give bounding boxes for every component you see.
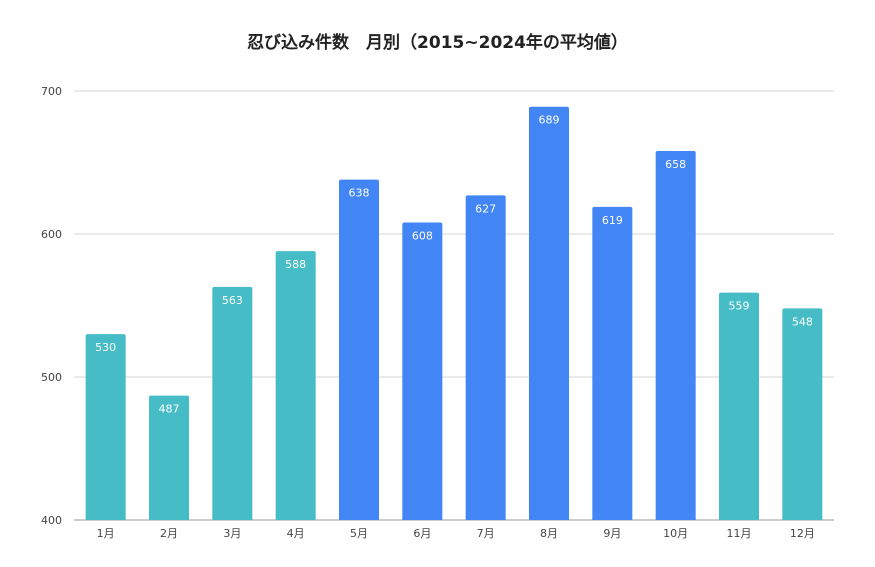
- bar: [529, 106, 569, 520]
- data-label: 487: [159, 403, 180, 416]
- data-label: 563: [222, 294, 243, 307]
- bar: [719, 292, 759, 520]
- bar: [782, 308, 823, 520]
- x-tick-label: 9月: [603, 527, 621, 540]
- bar: [275, 251, 316, 520]
- data-label: 548: [792, 315, 813, 328]
- y-tick-label: 500: [41, 371, 62, 384]
- bar: [465, 195, 506, 520]
- data-label: 689: [539, 114, 560, 127]
- x-tick-label: 8月: [540, 527, 558, 540]
- bar: [402, 222, 443, 520]
- data-label: 559: [729, 300, 750, 313]
- bar: [212, 286, 253, 520]
- x-tick-label: 4月: [287, 527, 305, 540]
- x-tick-label: 1月: [97, 527, 115, 540]
- data-label: 638: [349, 187, 370, 200]
- x-tick-label: 5月: [350, 527, 368, 540]
- bar: [85, 334, 126, 520]
- x-tick-label: 3月: [223, 527, 241, 540]
- chart-title: 忍び込み件数 月別（2015~2024年の平均値）: [247, 33, 628, 53]
- x-tick-label: 10月: [663, 527, 688, 540]
- bar: [149, 395, 189, 520]
- data-label: 530: [95, 341, 116, 354]
- x-tick-label: 7月: [477, 527, 495, 540]
- data-label: 658: [665, 158, 686, 171]
- data-label: 619: [602, 214, 623, 227]
- y-tick-label: 400: [41, 514, 62, 527]
- x-tick-label: 2月: [160, 527, 178, 540]
- y-tick-label: 600: [41, 228, 62, 241]
- x-tick-label: 11月: [727, 527, 752, 540]
- data-label: 608: [412, 230, 433, 243]
- bar: [339, 179, 379, 520]
- bar: [655, 151, 696, 520]
- x-tick-label: 6月: [413, 527, 431, 540]
- x-tick-label: 12月: [790, 527, 815, 540]
- bar: [592, 206, 633, 520]
- y-tick-label: 700: [41, 85, 62, 98]
- data-label: 588: [285, 258, 306, 271]
- data-label: 627: [475, 202, 496, 215]
